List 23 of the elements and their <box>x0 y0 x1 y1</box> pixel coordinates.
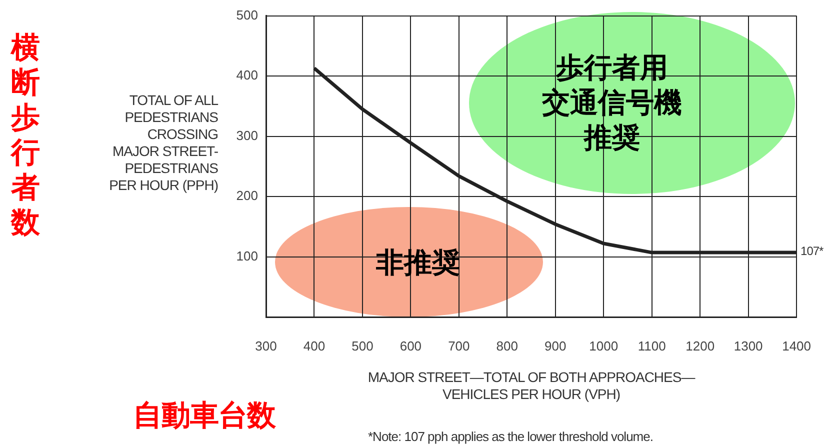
text: 横断歩行者数 <box>9 30 41 240</box>
x-tick-label: 1300 <box>734 338 763 354</box>
y-tick-label: 500 <box>236 7 258 22</box>
y-tick-label: 100 <box>236 248 258 264</box>
x-tick-label: 1000 <box>589 338 618 354</box>
x-tick-label: 1100 <box>638 338 666 354</box>
x-tick-label: 500 <box>352 338 374 354</box>
text: *Note: 107 pph applies as the lower threshold volume. <box>368 428 653 445</box>
y-tick-label: 300 <box>236 128 258 143</box>
x-tick-label: 1400 <box>782 338 811 354</box>
x-tick-label: 1200 <box>686 338 715 354</box>
y-tick-label: 400 <box>236 68 258 83</box>
y-tick-label: 200 <box>236 188 258 204</box>
x-tick-label: 900 <box>544 338 566 354</box>
x-tick-label: 600 <box>400 338 422 354</box>
x-tick-label: 400 <box>303 338 326 354</box>
text: 自動車台数 <box>133 398 276 433</box>
x-tick-label: 700 <box>448 338 470 354</box>
x-axis-title: MAJOR STREET—TOTAL OF BOTH APPROACHES— VEHICLES PER HOUR (VPH) <box>366 369 696 403</box>
y-axis-title: TOTAL OF ALL PEDESTRIANS CROSSING MAJOR STREET- PEDESTRIANS PER HOUR (PPH) <box>109 92 218 194</box>
annotation: 107* <box>800 242 824 260</box>
x-tick-label: 800 <box>496 338 518 354</box>
x-tick-label: 300 <box>255 338 277 354</box>
